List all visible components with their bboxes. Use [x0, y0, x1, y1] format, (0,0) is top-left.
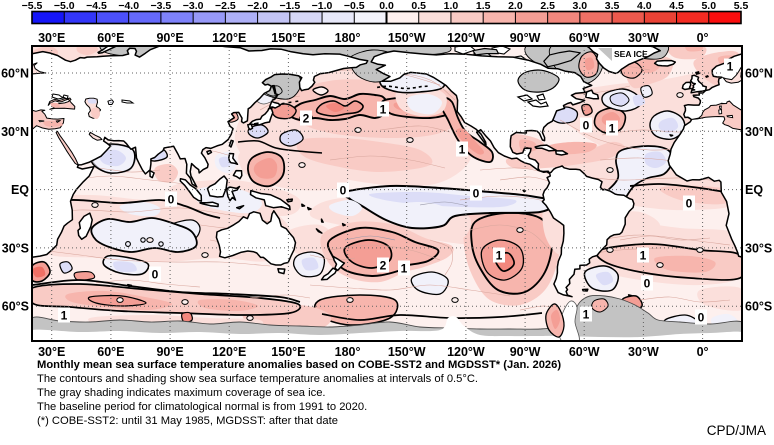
svg-text:4.5: 4.5 — [669, 0, 684, 12]
svg-text:EQ: EQ — [745, 183, 763, 197]
svg-text:60°E: 60°E — [97, 345, 124, 359]
svg-text:−1.0: −1.0 — [312, 0, 333, 12]
svg-text:90°W: 90°W — [510, 31, 541, 45]
svg-text:5.5: 5.5 — [734, 0, 749, 12]
svg-text:−3.0: −3.0 — [183, 0, 204, 12]
svg-text:−2.0: −2.0 — [247, 0, 268, 12]
svg-text:1: 1 — [401, 262, 408, 276]
svg-text:60°W: 60°W — [569, 31, 600, 45]
svg-text:1: 1 — [61, 309, 68, 323]
svg-text:0: 0 — [644, 277, 651, 291]
svg-text:0: 0 — [152, 268, 159, 282]
svg-text:1: 1 — [459, 143, 466, 157]
svg-text:60°E: 60°E — [97, 31, 124, 45]
svg-text:−2.5: −2.5 — [215, 0, 236, 12]
svg-text:0.5: 0.5 — [411, 0, 426, 12]
svg-text:180°: 180° — [335, 31, 361, 45]
svg-text:30°E: 30°E — [38, 31, 65, 45]
svg-text:−1.5: −1.5 — [279, 0, 300, 12]
svg-text:0.0: 0.0 — [379, 0, 394, 12]
svg-text:2: 2 — [303, 112, 310, 126]
svg-text:30°S: 30°S — [745, 241, 772, 255]
svg-text:3.5: 3.5 — [605, 0, 620, 12]
svg-text:60°W: 60°W — [569, 345, 600, 359]
svg-text:(*) COBE-SST2: until 31 May 19: (*) COBE-SST2: until 31 May 1985, MGDSST… — [37, 415, 338, 427]
svg-text:60°N: 60°N — [745, 67, 773, 81]
svg-text:0: 0 — [168, 193, 175, 207]
svg-text:5.0: 5.0 — [701, 0, 716, 12]
svg-text:4.0: 4.0 — [637, 0, 652, 12]
svg-text:1.0: 1.0 — [444, 0, 459, 12]
svg-text:0: 0 — [686, 197, 693, 211]
svg-text:30°N: 30°N — [1, 125, 29, 139]
svg-text:30°N: 30°N — [745, 125, 773, 139]
svg-text:120°E: 120°E — [212, 345, 246, 359]
svg-text:2.5: 2.5 — [540, 0, 555, 12]
svg-text:−0.5: −0.5 — [344, 0, 365, 12]
svg-text:1: 1 — [640, 249, 647, 263]
svg-text:1: 1 — [380, 103, 387, 117]
svg-text:−5.5: −5.5 — [22, 0, 43, 12]
svg-text:0: 0 — [583, 119, 590, 133]
svg-text:90°E: 90°E — [156, 31, 183, 45]
svg-text:0°: 0° — [697, 31, 709, 45]
svg-text:150°E: 150°E — [271, 31, 305, 45]
svg-text:60°N: 60°N — [1, 67, 29, 81]
svg-text:The baseline period for climat: The baseline period for climatological n… — [37, 401, 367, 413]
svg-text:150°W: 150°W — [388, 345, 426, 359]
svg-text:90°W: 90°W — [510, 345, 541, 359]
svg-text:120°W: 120°W — [447, 345, 485, 359]
svg-text:90°E: 90°E — [156, 345, 183, 359]
svg-text:60°S: 60°S — [2, 300, 29, 314]
svg-text:30°E: 30°E — [38, 345, 65, 359]
svg-text:2.0: 2.0 — [508, 0, 523, 12]
svg-text:1: 1 — [609, 122, 616, 136]
svg-text:2: 2 — [380, 259, 387, 273]
svg-text:0°: 0° — [697, 345, 709, 359]
svg-text:SEA ICE: SEA ICE — [614, 49, 648, 59]
svg-text:−3.5: −3.5 — [151, 0, 172, 12]
svg-text:3.0: 3.0 — [573, 0, 588, 12]
svg-text:−5.0: −5.0 — [54, 0, 75, 12]
svg-text:CPD/JMA: CPD/JMA — [707, 423, 766, 438]
svg-text:1: 1 — [496, 249, 503, 263]
svg-text:1: 1 — [583, 308, 590, 322]
svg-text:−4.0: −4.0 — [118, 0, 139, 12]
svg-text:0: 0 — [698, 311, 705, 325]
svg-text:EQ: EQ — [11, 183, 29, 197]
svg-text:1.5: 1.5 — [476, 0, 491, 12]
svg-text:120°W: 120°W — [447, 31, 485, 45]
svg-text:30°S: 30°S — [2, 241, 29, 255]
svg-text:−4.5: −4.5 — [86, 0, 107, 12]
svg-text:30°W: 30°W — [628, 31, 659, 45]
svg-text:The gray shading indicates max: The gray shading indicates maximum cover… — [37, 387, 326, 399]
svg-text:30°W: 30°W — [628, 345, 659, 359]
svg-text:0: 0 — [473, 187, 480, 201]
svg-text:150°E: 150°E — [271, 345, 305, 359]
svg-text:120°E: 120°E — [212, 31, 246, 45]
svg-text:60°S: 60°S — [745, 300, 772, 314]
svg-text:1: 1 — [727, 60, 734, 74]
svg-text:The contours and shading show: The contours and shading show sea surfac… — [37, 373, 478, 385]
svg-text:180°: 180° — [335, 345, 361, 359]
svg-text:0: 0 — [340, 184, 347, 198]
svg-text:Monthly mean sea surface tempe: Monthly mean sea surface temperature ano… — [37, 359, 561, 371]
svg-text:150°W: 150°W — [388, 31, 426, 45]
